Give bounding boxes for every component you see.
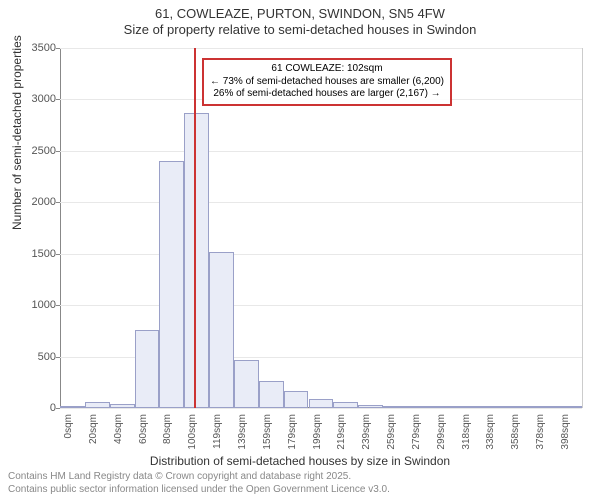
xtick-label: 199sqm — [312, 414, 323, 450]
histogram-bar — [482, 406, 507, 408]
histogram-bar — [60, 406, 85, 408]
footer-line-1: Contains HM Land Registry data © Crown c… — [8, 471, 390, 484]
x-axis-label: Distribution of semi-detached houses by … — [0, 454, 600, 468]
ytick-label: 0 — [50, 402, 56, 414]
xtick-label: 159sqm — [262, 414, 273, 450]
annotation-line-3: 26% of semi-detached houses are larger (… — [210, 88, 444, 101]
y-axis-line — [60, 48, 61, 408]
histogram-bar — [309, 399, 334, 408]
ytick-mark — [56, 305, 60, 306]
xtick-label: 20sqm — [88, 414, 99, 444]
xtick-label: 139sqm — [237, 414, 248, 450]
histogram-bar — [358, 405, 383, 408]
ytick-mark — [56, 151, 60, 152]
histogram-bar — [284, 391, 309, 408]
histogram-bar — [383, 406, 408, 408]
xtick-label: 179sqm — [287, 414, 298, 450]
ytick-mark — [56, 357, 60, 358]
histogram-bar — [557, 406, 582, 408]
histogram-bar — [408, 406, 433, 408]
histogram-bar — [259, 381, 284, 408]
gridline — [60, 202, 582, 203]
xtick-label: 80sqm — [162, 414, 173, 444]
histogram-bar — [110, 404, 135, 408]
chart-area: 05001000150020002500300035000sqm20sqm40s… — [60, 48, 582, 408]
xtick-label: 338sqm — [485, 414, 496, 450]
chart-title-block: 61, COWLEAZE, PURTON, SWINDON, SN5 4FW S… — [0, 0, 600, 39]
ytick-mark — [56, 254, 60, 255]
ytick-label: 3500 — [32, 42, 56, 54]
histogram-bar — [209, 252, 234, 408]
ytick-label: 1000 — [32, 299, 56, 311]
ytick-mark — [56, 48, 60, 49]
gridline — [60, 254, 582, 255]
gridline — [60, 48, 582, 49]
xtick-label: 358sqm — [510, 414, 521, 450]
ytick-mark — [56, 408, 60, 409]
annotation-line-2: ← 73% of semi-detached houses are smalle… — [210, 76, 444, 89]
annotation-line-1: 61 COWLEAZE: 102sqm — [210, 63, 444, 76]
plot-area: 05001000150020002500300035000sqm20sqm40s… — [60, 48, 583, 408]
xtick-label: 299sqm — [436, 414, 447, 450]
xtick-label: 279sqm — [411, 414, 422, 450]
histogram-bar — [234, 360, 259, 408]
histogram-bar — [507, 406, 532, 408]
xtick-label: 239sqm — [361, 414, 372, 450]
histogram-bar — [333, 402, 358, 408]
ytick-mark — [56, 202, 60, 203]
histogram-bar — [433, 406, 458, 408]
y-axis-label: Number of semi-detached properties — [10, 35, 24, 230]
histogram-bar — [85, 402, 110, 408]
xtick-label: 318sqm — [461, 414, 472, 450]
ytick-label: 3000 — [32, 93, 56, 105]
gridline — [60, 151, 582, 152]
histogram-bar — [458, 406, 483, 408]
ytick-label: 1500 — [32, 248, 56, 260]
xtick-label: 100sqm — [187, 414, 198, 450]
gridline — [60, 408, 582, 409]
footer-attribution: Contains HM Land Registry data © Crown c… — [8, 471, 390, 496]
annotation-box: 61 COWLEAZE: 102sqm← 73% of semi-detache… — [202, 58, 452, 106]
ytick-label: 500 — [38, 351, 56, 363]
gridline — [60, 305, 582, 306]
xtick-label: 398sqm — [560, 414, 571, 450]
xtick-label: 378sqm — [535, 414, 546, 450]
xtick-label: 119sqm — [212, 414, 223, 449]
histogram-bar — [135, 330, 160, 408]
footer-line-2: Contains public sector information licen… — [8, 484, 390, 497]
property-marker-line — [194, 48, 196, 408]
histogram-bar — [159, 161, 184, 408]
histogram-bar — [532, 406, 557, 408]
xtick-label: 0sqm — [63, 414, 74, 438]
ytick-label: 2000 — [32, 196, 56, 208]
xtick-label: 219sqm — [336, 414, 347, 450]
ytick-label: 2500 — [32, 145, 56, 157]
xtick-label: 259sqm — [386, 414, 397, 450]
ytick-mark — [56, 99, 60, 100]
xtick-label: 60sqm — [138, 414, 149, 444]
histogram-bar — [184, 113, 209, 408]
xtick-label: 40sqm — [113, 414, 124, 444]
chart-title-main: 61, COWLEAZE, PURTON, SWINDON, SN5 4FW — [0, 6, 600, 22]
chart-title-sub: Size of property relative to semi-detach… — [0, 22, 600, 38]
